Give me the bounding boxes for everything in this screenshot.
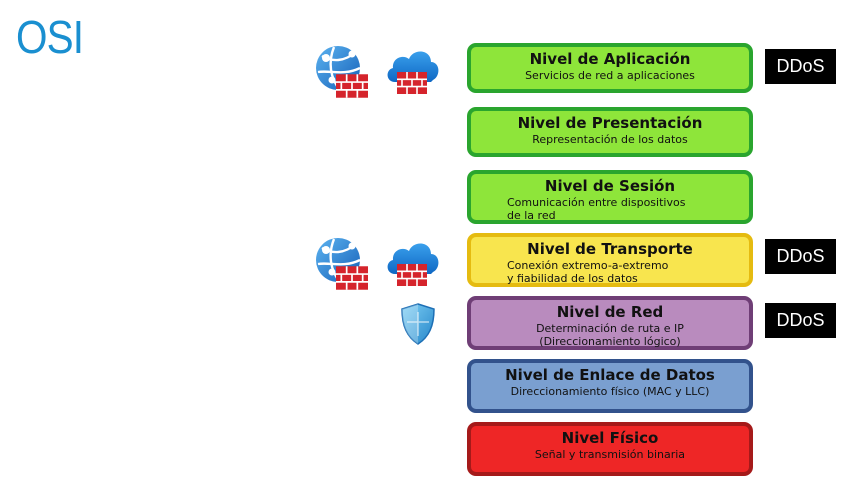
layer-fisico: Nivel Físico Señal y transmisión binaria <box>467 422 753 476</box>
layer-title: Nivel de Presentación <box>517 114 703 132</box>
ddos-badge-red: DDoS <box>765 303 836 338</box>
layer-presentacion: Nivel de Presentación Representación de … <box>467 107 753 157</box>
layer-title: Nivel de Red <box>556 303 664 321</box>
layer-title: Nivel de Sesión <box>544 177 676 195</box>
shield-icon <box>401 303 435 345</box>
layer-desc: Direccionamiento físico (MAC y LLC) <box>510 385 710 398</box>
cloud-firewall-icon <box>383 46 441 96</box>
layer-desc-line: y fiabilidad de los datos <box>507 272 638 285</box>
layer-desc-line: (Direccionamiento lógico) <box>539 335 681 348</box>
cloud-firewall-icon <box>383 238 441 288</box>
layer-red: Nivel de Red Determinación de ruta e IP … <box>467 296 753 350</box>
layer-desc-line: de la red <box>507 209 556 222</box>
layer-desc-line: Conexión extremo-a-extremo <box>507 259 669 272</box>
layer-title: Nivel de Transporte <box>527 240 693 258</box>
ddos-badge-transporte: DDoS <box>765 239 836 274</box>
layer-desc: Señal y transmisión binaria <box>534 448 686 461</box>
web-firewall-icon <box>314 44 370 100</box>
layer-enlace: Nivel de Enlace de Datos Direccionamient… <box>467 359 753 413</box>
layer-aplicacion: Nivel de Aplicación Servicios de red a a… <box>467 43 753 93</box>
layer-title: Nivel Físico <box>561 429 659 447</box>
layer-sesion: Nivel de Sesión Comunicación entre dispo… <box>467 170 753 224</box>
layer-title: Nivel de Aplicación <box>529 50 691 68</box>
page-title: OSI <box>16 11 84 63</box>
layer-desc: Representación de los datos <box>532 133 688 146</box>
layer-desc: Servicios de red a aplicaciones <box>525 69 695 82</box>
ddos-badge-aplicacion: DDoS <box>765 49 836 84</box>
layer-desc-line: Comunicación entre dispositivos <box>507 196 686 209</box>
layer-desc-line: Determinación de ruta e IP <box>536 322 684 335</box>
layer-title: Nivel de Enlace de Datos <box>505 366 715 384</box>
layer-transporte: Nivel de Transporte Conexión extremo-a-e… <box>467 233 753 287</box>
web-firewall-icon <box>314 236 370 292</box>
